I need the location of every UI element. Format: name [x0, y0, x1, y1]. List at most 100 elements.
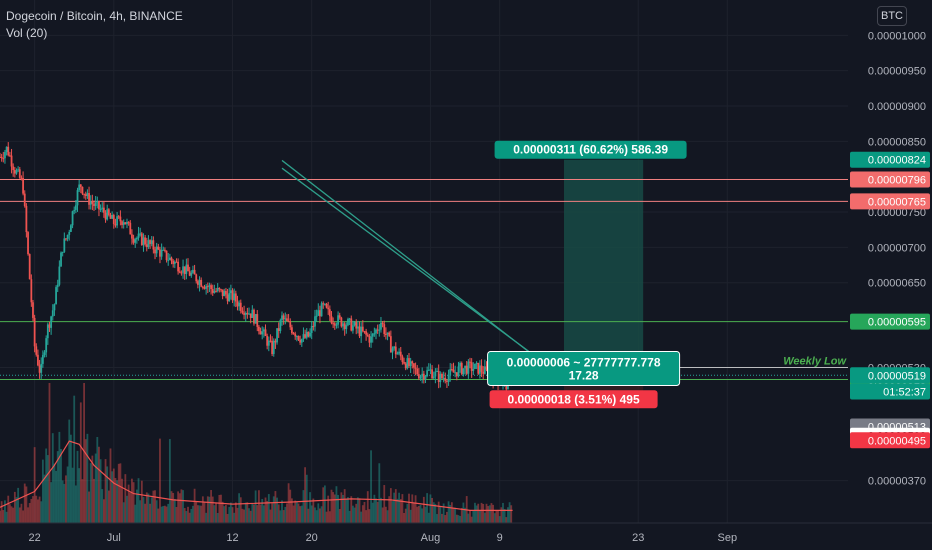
candle-body	[305, 331, 308, 338]
time-axis-bg	[0, 523, 848, 550]
candle-body	[309, 332, 311, 337]
volume-bar	[102, 499, 105, 523]
candle-body	[299, 339, 302, 343]
volume-bar	[262, 505, 265, 523]
volume-bar	[91, 455, 94, 523]
candle-body	[413, 363, 415, 368]
candle-body	[307, 331, 310, 337]
volume-bar	[343, 489, 346, 523]
candle-body	[315, 315, 318, 317]
volume-bar	[17, 487, 20, 523]
candle-body	[452, 369, 455, 373]
candle-body	[381, 322, 384, 325]
candle-body	[50, 316, 53, 328]
candle-body	[144, 237, 147, 245]
volume-bar	[253, 504, 255, 523]
long-position-tool[interactable]	[564, 159, 644, 393]
candle-body	[314, 316, 316, 327]
candle-body	[84, 194, 87, 196]
volume-bar	[0, 501, 3, 523]
volume-bar	[76, 450, 79, 523]
candle-body	[467, 361, 470, 374]
volume-bar	[399, 499, 402, 523]
candle-body	[327, 307, 330, 310]
volume-bar	[487, 506, 490, 523]
volume-bar	[243, 509, 245, 523]
candle-body	[337, 315, 339, 325]
symbol-title[interactable]: Dogecoin / Bitcoin, 4h, BINANCE	[6, 9, 183, 23]
level-price-tag: 0.00000796	[868, 175, 926, 187]
time-axis[interactable]: 22 Jul 12 20 Aug 9 23 Sep	[0, 522, 932, 550]
candle-body	[135, 238, 138, 240]
candle-body	[208, 285, 211, 287]
time-tick-label: 9	[497, 532, 503, 544]
candle-body	[5, 146, 8, 152]
candle-body	[122, 222, 125, 225]
candle-body	[152, 240, 155, 250]
candle-body	[109, 215, 112, 219]
volume-bar	[368, 509, 371, 523]
volume-bar	[381, 507, 384, 523]
price-axis[interactable]: 0.00001000 0.00000950 0.00000900 0.00000850…	[848, 0, 932, 550]
candle-body	[352, 325, 354, 331]
volume-bar	[78, 468, 81, 523]
volume-bar	[404, 508, 407, 523]
volume-bar	[226, 513, 229, 523]
candle-body	[408, 358, 410, 367]
volume-bar	[455, 514, 458, 523]
volume-bar	[142, 497, 145, 523]
level-price-tag-bg	[850, 171, 930, 188]
candle-body	[439, 373, 442, 382]
candle-body	[292, 333, 295, 335]
volume-bar	[172, 492, 175, 523]
volume-bar	[469, 510, 471, 523]
volume-bar	[48, 383, 51, 523]
candle-body	[0, 157, 3, 159]
volume-bar	[145, 492, 148, 523]
volume-bar	[360, 511, 363, 523]
candle-body	[195, 274, 198, 282]
candle-body	[149, 240, 151, 244]
volume-indicator-label[interactable]: Vol (20)	[6, 26, 48, 40]
candle-body	[422, 373, 425, 380]
candle-body	[192, 269, 194, 273]
volume-bar	[45, 448, 48, 523]
volume-bar	[281, 500, 283, 523]
volume-bar	[427, 512, 430, 523]
candle-body	[101, 207, 104, 209]
candle-body	[373, 333, 376, 335]
trendlines[interactable]	[281, 159, 560, 376]
candle-body	[198, 279, 201, 285]
volume-bar	[315, 510, 318, 523]
candle-body	[127, 221, 130, 223]
candle-body	[291, 327, 293, 334]
candle-body	[46, 324, 49, 339]
candle-body	[104, 212, 107, 220]
candle-body	[380, 322, 382, 330]
volume-bar	[353, 507, 356, 523]
candle-body	[343, 323, 346, 330]
volume-bar	[164, 505, 166, 523]
candle-body	[10, 155, 13, 167]
currency-button[interactable]: BTC	[877, 6, 907, 26]
volume-bar	[177, 491, 180, 523]
candle-body	[213, 290, 216, 293]
candle-body	[294, 333, 297, 337]
candle-body	[12, 166, 15, 171]
price-tick-label: 0.00000650	[868, 278, 926, 290]
volume-bar	[81, 479, 84, 523]
volume-bar	[220, 494, 222, 523]
volume-bar	[282, 510, 285, 523]
volume-bar	[388, 496, 391, 523]
candle-body	[429, 369, 432, 371]
volume-bar	[454, 507, 457, 523]
volume-bar	[182, 490, 184, 523]
candle-body	[450, 369, 453, 371]
candle-body	[419, 376, 422, 379]
candle-body	[66, 234, 69, 239]
volume-bar	[98, 446, 100, 523]
candle-body	[388, 332, 391, 337]
volume-bar	[206, 496, 209, 523]
